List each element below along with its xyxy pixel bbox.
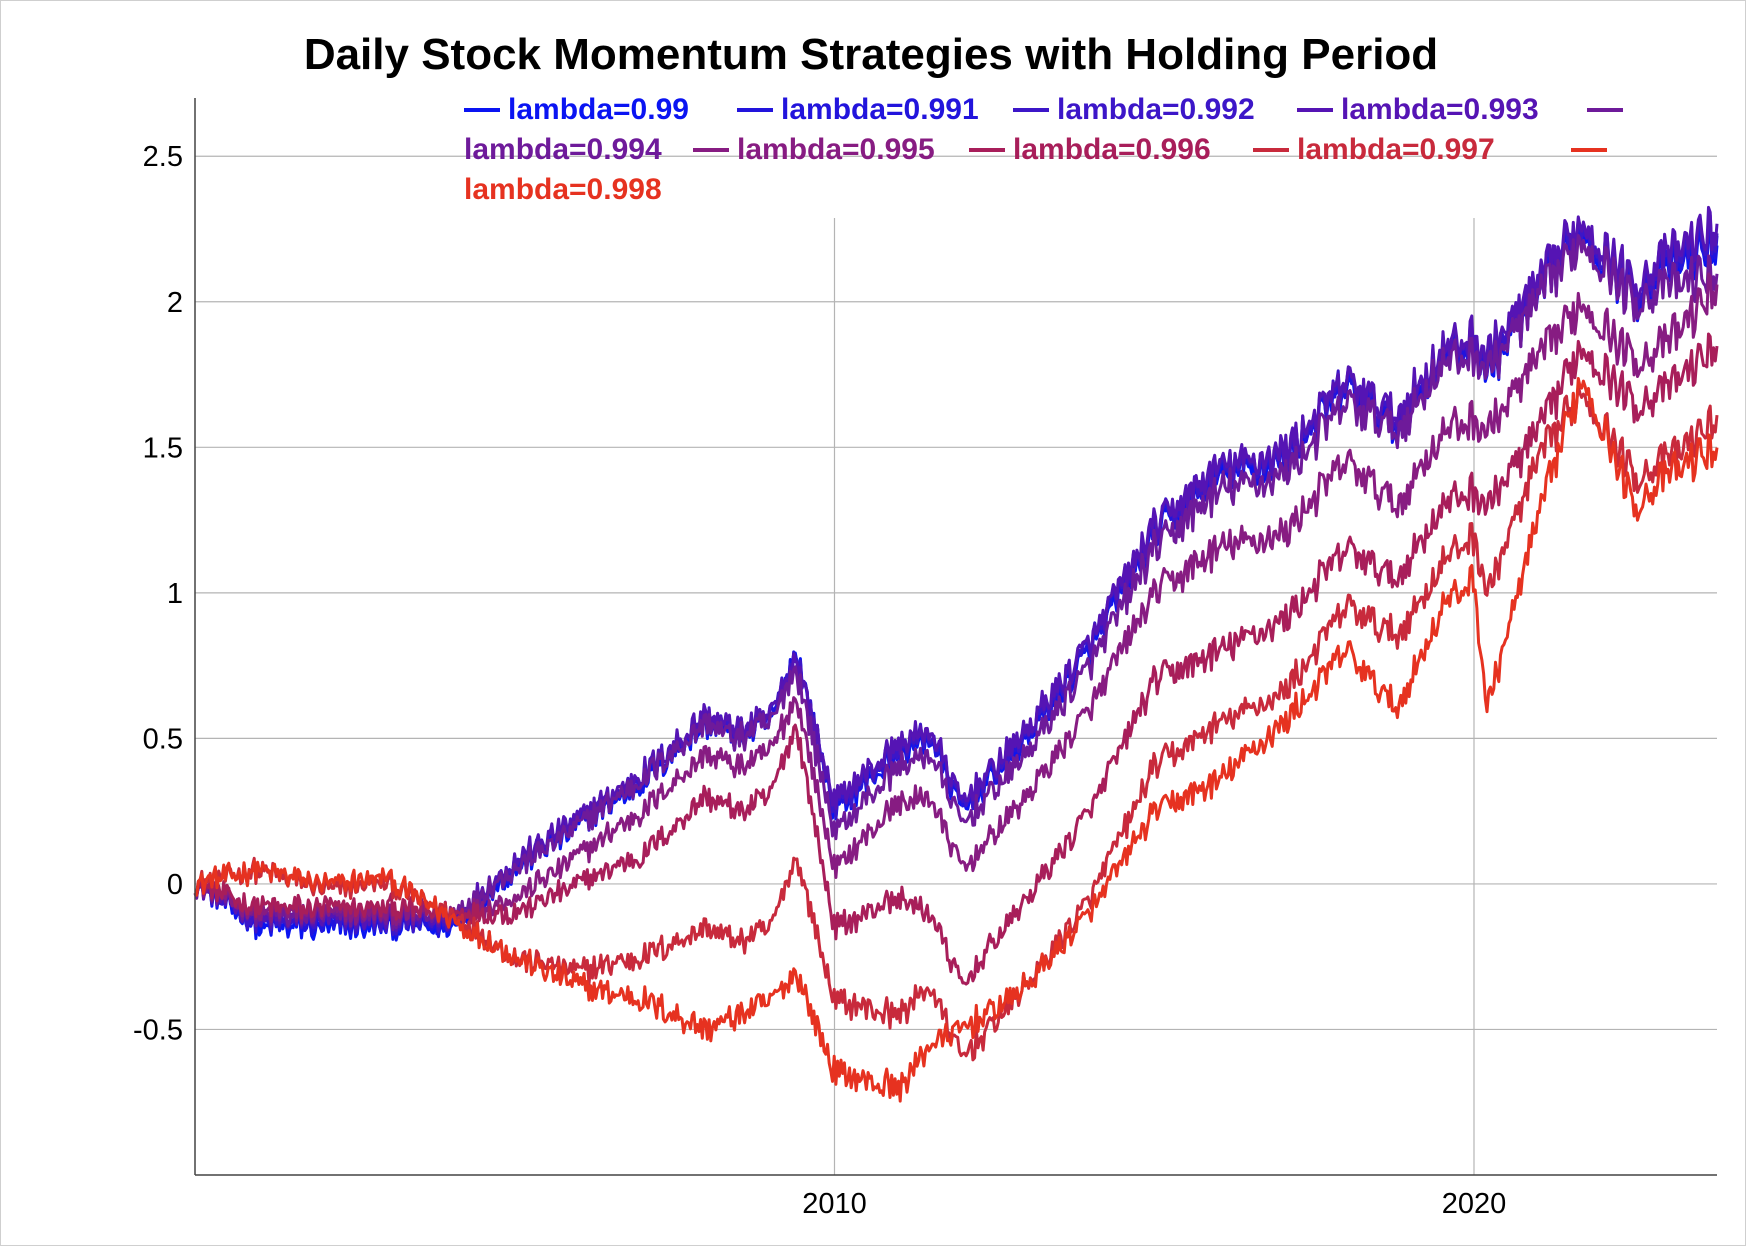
legend-label: lambda=0.994 xyxy=(464,133,662,166)
legend-label: lambda=0.993 xyxy=(1341,93,1539,126)
series-line-3 xyxy=(193,213,1719,937)
legend: lambda=0.99 lambda=0.991 lambda=0.992 lambd… xyxy=(464,93,1623,206)
chart-title: Daily Stock Momentum Strategies with Hol… xyxy=(304,30,1438,79)
x-tick-label: 2020 xyxy=(1442,1188,1507,1220)
y-tick-label: -0.5 xyxy=(133,1014,183,1046)
x-tick-label: 2010 xyxy=(802,1188,867,1220)
legend-label: lambda=0.996 xyxy=(1013,133,1211,166)
legend-label: lambda=0.992 xyxy=(1057,93,1255,126)
legend-label: lambda=0.995 xyxy=(737,133,935,166)
series-line-4 xyxy=(193,205,1719,933)
y-tick-label: 0.5 xyxy=(143,723,183,755)
legend-label: lambda=0.998 xyxy=(464,173,662,206)
legend-label: lambda=0.99 xyxy=(508,93,689,126)
legend-label: lambda=0.991 xyxy=(781,93,979,126)
y-tick-label: 2 xyxy=(167,287,183,319)
y-tick-label: 1 xyxy=(167,578,183,610)
tick-labels: 2.5 2 1.5 1 0.5 0 -0.5 2010 2020 xyxy=(133,141,1506,1220)
y-tick-label: 1.5 xyxy=(143,432,183,464)
series-lines xyxy=(193,205,1719,1103)
series-line-9 xyxy=(193,377,1719,1103)
series-line-8 xyxy=(194,383,1719,1062)
y-tick-label: 2.5 xyxy=(143,141,183,173)
y-tick-label: 0 xyxy=(167,869,183,901)
grid xyxy=(195,155,1717,1175)
legend-label: lambda=0.997 xyxy=(1297,133,1495,166)
axes xyxy=(194,98,1717,1176)
